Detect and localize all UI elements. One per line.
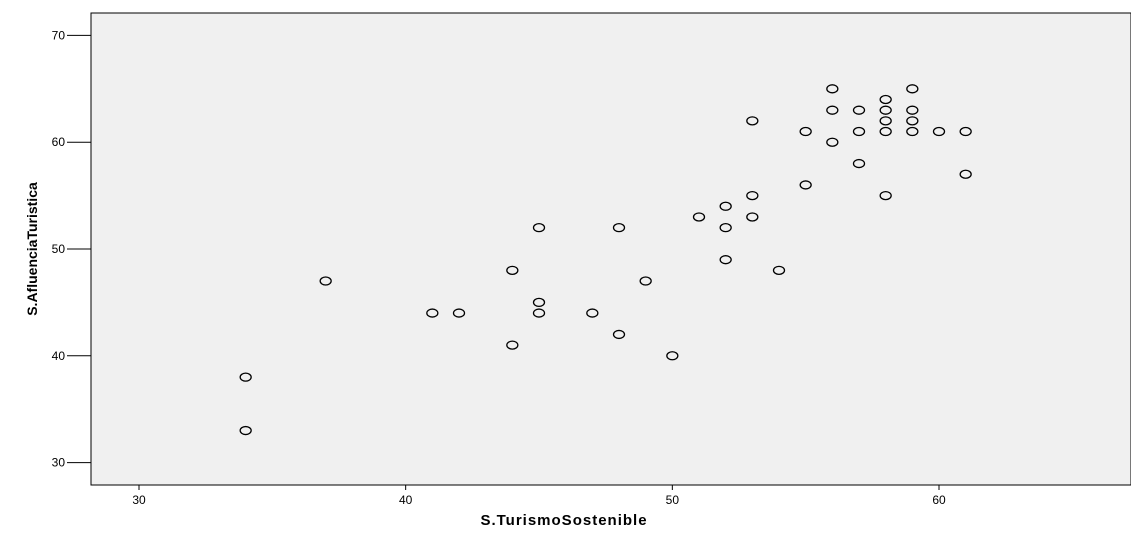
scatter-point	[879, 190, 892, 201]
scatter-point	[612, 222, 626, 233]
scatter-point	[426, 308, 439, 318]
scatter-point	[506, 340, 519, 350]
x-tick-label: 40	[399, 493, 413, 507]
scatter-point	[639, 276, 652, 286]
scatter-point	[239, 425, 252, 436]
y-tick-label: 70	[52, 28, 66, 42]
data-points	[239, 84, 972, 436]
scatter-point	[612, 329, 626, 340]
scatter-point	[239, 372, 252, 382]
scatter-point	[772, 265, 786, 276]
scatter-point	[906, 84, 919, 94]
scatter-point	[826, 105, 839, 115]
scatter-point	[932, 126, 946, 137]
scatter-point	[506, 265, 519, 276]
scatter-point	[799, 126, 812, 137]
scatter-point	[879, 105, 892, 115]
scatter-point	[719, 255, 732, 265]
scatter-point	[746, 190, 759, 201]
scatter-point	[692, 212, 706, 222]
x-axis-title: S.TurismoSostenible	[480, 512, 647, 529]
scatter-point	[906, 116, 919, 126]
y-tick-label: 50	[52, 242, 66, 256]
scatter-point	[959, 126, 972, 137]
scatter-point	[719, 222, 732, 233]
scatter-point	[852, 126, 866, 137]
x-tick-label: 30	[132, 493, 146, 507]
scatter-point	[826, 84, 839, 94]
scatter-point	[879, 94, 892, 105]
scatter-point	[879, 126, 892, 137]
scatter-point	[879, 116, 892, 126]
scatter-point	[532, 222, 546, 233]
scatter-point	[532, 308, 546, 318]
scatter-point	[826, 137, 839, 147]
scatter-point	[852, 105, 866, 115]
y-axis-title: S.AfluenciaTuristica	[24, 182, 40, 316]
y-tick-label: 60	[52, 135, 66, 149]
scatter-point	[746, 116, 759, 126]
scatter-point	[532, 297, 546, 308]
scatter-point	[746, 212, 759, 222]
axis-ticks: 30 40 50 60 30 40 50 60 70	[52, 28, 946, 507]
scatter-point	[906, 126, 919, 137]
x-tick-label: 50	[666, 493, 680, 507]
scatter-point	[452, 308, 466, 318]
scatter-point	[586, 308, 599, 318]
scatter-point	[799, 180, 812, 190]
y-tick-label: 30	[52, 456, 66, 470]
scatter-point	[666, 351, 679, 361]
scatter-point	[319, 276, 332, 286]
scatter-point	[852, 158, 866, 169]
plot-area	[90, 12, 1131, 486]
scatter-point	[959, 169, 972, 179]
scatter-point	[719, 201, 732, 211]
scatter-point	[906, 105, 919, 115]
y-tick-label: 40	[52, 349, 66, 363]
x-tick-label: 60	[932, 493, 946, 507]
